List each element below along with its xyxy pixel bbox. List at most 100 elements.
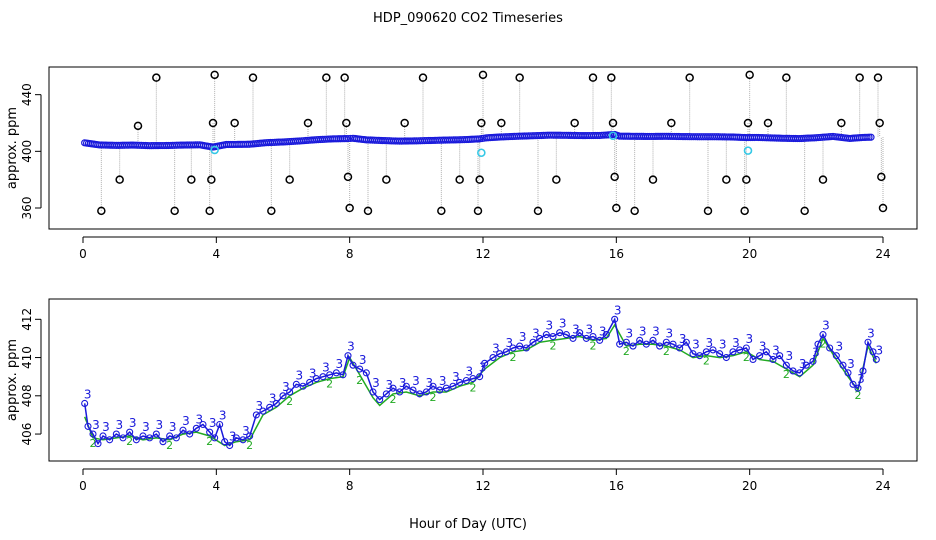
outlier-point <box>152 73 161 82</box>
bottom-y-tick-label: 406 <box>20 423 34 446</box>
outlier-point <box>437 206 446 216</box>
series-3-marker: 3 <box>586 322 594 336</box>
series-2-marker: 2 <box>550 339 557 352</box>
series-2-marker: 2 <box>166 439 173 452</box>
series-3-point <box>502 348 510 356</box>
series-3-point <box>589 332 597 341</box>
series-3-marker: 3 <box>692 338 700 352</box>
series-3-point <box>802 361 810 369</box>
series-3-marker: 3 <box>759 340 767 354</box>
series-3-marker: 3 <box>452 370 460 384</box>
series-3-point <box>186 430 194 438</box>
series-3-point <box>94 440 102 448</box>
series-3-point <box>442 384 450 392</box>
series-3-marker: 3 <box>92 418 100 432</box>
series-3-point <box>596 336 604 344</box>
series-3-point <box>292 380 300 388</box>
series-3-point <box>872 355 880 364</box>
bottom-y-tick-label: 410 <box>20 346 34 369</box>
outlier-point <box>703 206 713 216</box>
outlier-point <box>612 203 621 213</box>
series-3-marker: 3 <box>506 336 514 350</box>
outlier-point <box>303 118 313 128</box>
series-3-point <box>396 388 404 396</box>
x-axis-label: Hour of Day (UTC) <box>409 517 527 532</box>
series-2-marker: 2 <box>820 337 827 350</box>
series-3-point <box>549 332 557 341</box>
outlier-point <box>400 118 409 128</box>
series-3-point <box>859 367 867 375</box>
series-3-point <box>576 329 584 337</box>
series-3-marker: 3 <box>372 376 380 390</box>
series-3-point <box>356 365 364 373</box>
bottom-y-tick-label: 408 <box>20 384 34 407</box>
series-3-point <box>339 371 347 379</box>
series-3-point <box>762 348 770 356</box>
series-3-line <box>83 317 877 447</box>
series-3-marker: 3 <box>209 416 217 430</box>
bottom-x-tick-label: 16 <box>609 479 624 493</box>
bottom-x-tick-label: 4 <box>213 479 221 493</box>
series-3-point <box>211 434 219 442</box>
co2-point <box>344 134 352 143</box>
series-3-point <box>702 348 710 356</box>
outlier-point <box>782 73 791 82</box>
top-x-tick-label: 20 <box>742 247 757 261</box>
series-3-point <box>279 392 287 400</box>
series-3-point <box>622 338 630 346</box>
series-3-point <box>864 338 872 346</box>
outlier-point <box>742 175 751 184</box>
series-3-marker: 3 <box>626 326 634 340</box>
series-3-point <box>422 388 430 396</box>
series-3-marker: 3 <box>296 368 304 382</box>
series-3-marker: 3 <box>256 399 264 413</box>
outlier-point <box>170 206 179 216</box>
top-x-tick-label: 24 <box>875 247 890 261</box>
series-3-point <box>756 352 764 360</box>
outlier-point <box>648 175 658 184</box>
series-2-marker: 2 <box>510 351 517 364</box>
outlier-point <box>477 118 486 128</box>
series-3-point <box>376 396 384 404</box>
series-3-marker: 3 <box>322 361 330 375</box>
series-3-point <box>496 350 504 358</box>
series-3-point <box>416 390 424 398</box>
series-3-marker: 3 <box>772 343 780 357</box>
series-3-point <box>389 384 397 392</box>
outlier-point <box>608 118 618 128</box>
outlier-point <box>345 203 354 213</box>
series-2-marker: 2 <box>356 374 363 387</box>
series-3-point <box>854 384 862 392</box>
series-3-point <box>849 380 857 388</box>
series-3-marker: 3 <box>426 376 434 390</box>
series-3-point <box>776 352 784 360</box>
series-3-marker: 3 <box>639 324 647 338</box>
series-3-point <box>462 376 470 385</box>
series-3-marker: 3 <box>102 420 110 434</box>
top-x-tick-label: 8 <box>346 247 354 261</box>
top-axes: 0 4 8 12 16 20 24 360 400 440 <box>20 83 891 261</box>
series-3-marker: 3 <box>156 418 164 432</box>
series-3-marker: 3 <box>847 357 855 371</box>
series-3-marker: 3 <box>359 353 367 367</box>
outlier-point <box>878 203 888 213</box>
series-3-point <box>844 369 852 377</box>
outlier-point <box>210 70 219 80</box>
series-3-point <box>796 369 804 377</box>
series-3-marker: 3 <box>116 418 124 432</box>
series-3-marker: 3 <box>219 408 227 422</box>
series-3-point <box>839 361 847 369</box>
series-2-marker: 2 <box>286 395 293 408</box>
series-3-point <box>742 344 750 352</box>
bottom-x-tick-label: 12 <box>475 479 490 493</box>
series-3-point <box>326 371 334 379</box>
series-2-marker: 2 <box>663 345 670 358</box>
series-3-marker: 3 <box>652 324 660 338</box>
outlier-point <box>248 73 258 82</box>
outlier-point <box>473 206 483 216</box>
series-3-point <box>106 436 114 444</box>
series-3-point <box>369 388 377 396</box>
series-3-point <box>239 436 247 444</box>
series-3-point <box>676 344 684 352</box>
